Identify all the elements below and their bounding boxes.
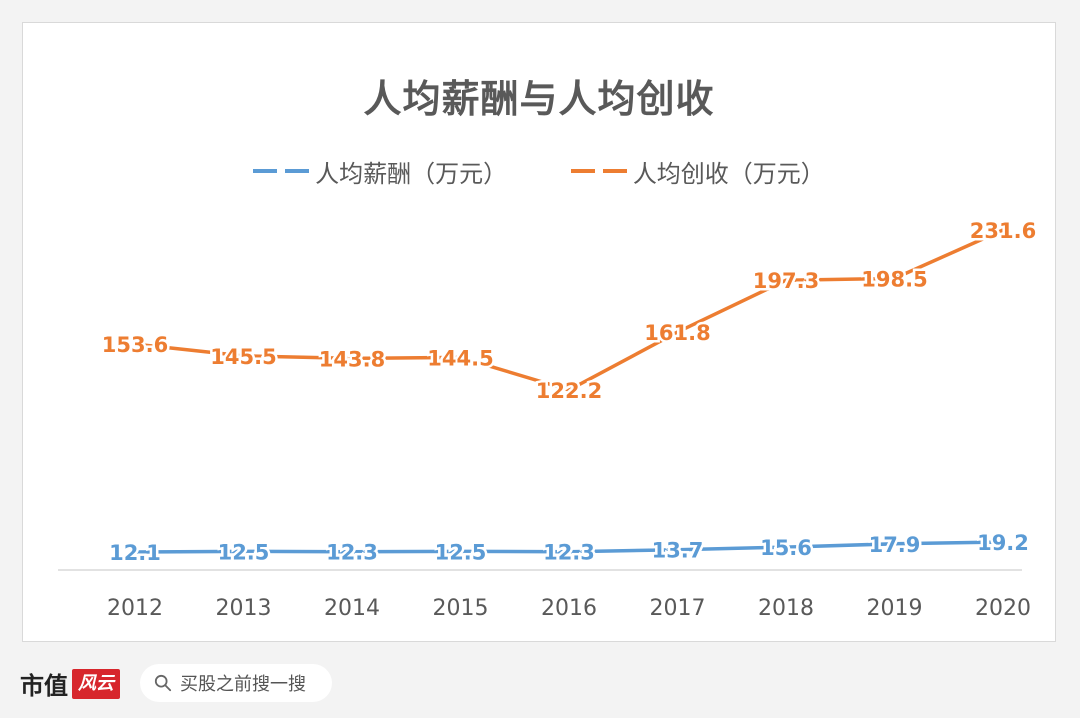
data-label: 198.5 (861, 267, 927, 291)
legend-swatch-revenue (570, 169, 627, 173)
data-label: 144.5 (427, 346, 493, 370)
data-label: 17.9 (869, 533, 921, 557)
legend-item-revenue: 人均创收（万元） (570, 154, 825, 189)
x-tick-label: 2013 (216, 596, 272, 621)
data-label: 15.6 (760, 536, 812, 560)
x-tick-label: 2014 (324, 596, 380, 621)
chart-legend: 人均薪酬（万元） 人均创收（万元） (23, 151, 1055, 189)
search-input[interactable]: 买股之前搜一搜 (140, 664, 332, 702)
series-line-0 (134, 540, 1004, 554)
x-tick-label: 2012 (107, 596, 163, 621)
data-label: 13.7 (652, 539, 704, 563)
data-label: 231.6 (970, 219, 1036, 243)
series-line-1 (134, 228, 1004, 392)
x-tick-label: 2018 (758, 596, 814, 621)
x-tick-label: 2020 (975, 596, 1031, 621)
legend-label-revenue: 人均创收（万元） (632, 159, 825, 188)
data-label: 197.3 (753, 269, 819, 293)
brand-text: 市值 (20, 672, 68, 700)
chart-title: 人均薪酬与人均创收 (363, 77, 715, 121)
x-tick-label: 2016 (541, 596, 597, 621)
legend-label-salary: 人均薪酬（万元） (315, 159, 508, 188)
x-tick-label: 2019 (867, 596, 923, 621)
data-label: 12.3 (543, 541, 595, 565)
line-chart: 2012 2013 2014 2015 2016 2017 2018 2019 2020 12.1… (58, 219, 1037, 621)
data-label: 12.5 (435, 540, 487, 564)
data-label: 12.5 (218, 540, 270, 564)
search-placeholder: 买股之前搜一搜 (180, 674, 306, 695)
data-label: 161.8 (644, 321, 710, 345)
data-label: 12.3 (326, 541, 378, 565)
data-label: 122.2 (536, 379, 602, 403)
data-label: 153.6 (102, 333, 168, 357)
footer-bar: 市值 风云 买股之前搜一搜 (0, 648, 1080, 718)
chart-card: 人均薪酬与人均创收 人均薪酬（万元） 人均创收（万元） (22, 22, 1056, 642)
data-label: 12.1 (109, 541, 161, 565)
legend-item-salary: 人均薪酬（万元） (253, 154, 507, 189)
x-tick-label: 2015 (433, 596, 489, 621)
data-label: 145.5 (210, 345, 276, 369)
legend-swatch-salary (253, 169, 310, 173)
brand-logo: 市值 风云 (20, 666, 120, 701)
x-tick-label: 2017 (650, 596, 706, 621)
data-label: 19.2 (977, 531, 1029, 555)
search-icon (154, 674, 172, 692)
data-label: 143.8 (319, 347, 385, 371)
brand-mark: 风云 (72, 668, 120, 699)
